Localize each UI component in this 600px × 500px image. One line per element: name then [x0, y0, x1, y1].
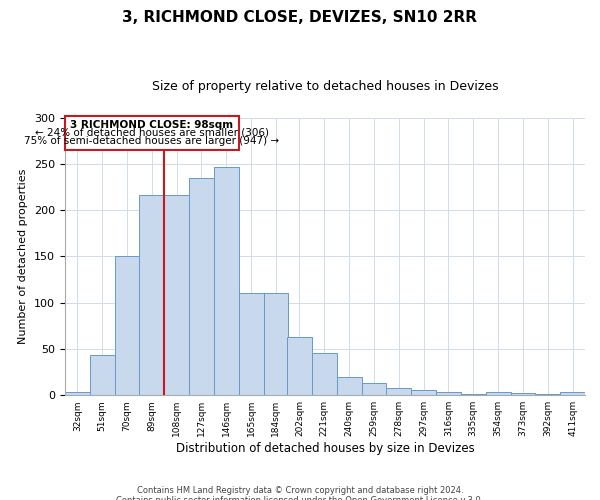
Bar — [89, 356, 115, 395]
Bar — [239, 294, 263, 395]
Bar — [461, 394, 485, 395]
Bar — [214, 167, 239, 395]
X-axis label: Distribution of detached houses by size in Devizes: Distribution of detached houses by size … — [176, 442, 475, 455]
Y-axis label: Number of detached properties: Number of detached properties — [19, 169, 28, 344]
Title: Size of property relative to detached houses in Devizes: Size of property relative to detached ho… — [152, 80, 498, 93]
Bar — [535, 394, 560, 395]
Bar — [139, 194, 164, 395]
Bar — [263, 294, 289, 395]
Bar — [411, 390, 436, 395]
Bar — [560, 392, 585, 395]
Text: 75% of semi-detached houses are larger (947) →: 75% of semi-detached houses are larger (… — [24, 136, 280, 146]
Bar — [65, 392, 89, 395]
Text: Contains public sector information licensed under the Open Government Licence v.: Contains public sector information licen… — [116, 496, 484, 500]
Bar — [287, 337, 312, 395]
Text: 3 RICHMOND CLOSE: 98sqm: 3 RICHMOND CLOSE: 98sqm — [70, 120, 233, 130]
Text: Contains HM Land Registry data © Crown copyright and database right 2024.: Contains HM Land Registry data © Crown c… — [137, 486, 463, 495]
Bar — [362, 383, 386, 395]
Bar — [386, 388, 411, 395]
Text: ← 24% of detached houses are smaller (306): ← 24% of detached houses are smaller (30… — [35, 128, 269, 138]
Bar — [511, 394, 535, 395]
Bar — [436, 392, 461, 395]
Bar — [337, 376, 362, 395]
Bar — [312, 352, 337, 395]
Text: 3, RICHMOND CLOSE, DEVIZES, SN10 2RR: 3, RICHMOND CLOSE, DEVIZES, SN10 2RR — [122, 10, 478, 25]
Bar — [115, 256, 139, 395]
FancyBboxPatch shape — [65, 116, 239, 150]
Bar — [485, 392, 511, 395]
Bar — [189, 178, 214, 395]
Bar — [164, 194, 189, 395]
